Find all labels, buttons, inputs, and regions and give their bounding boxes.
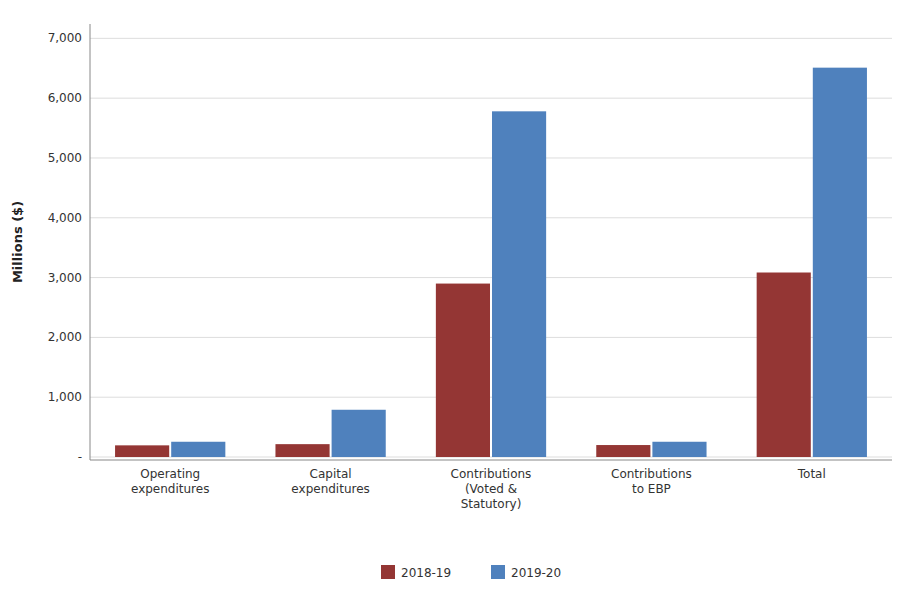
y-tick-label: 5,000 (48, 151, 82, 165)
bar (436, 284, 490, 457)
y-tick-label: 6,000 (48, 91, 82, 105)
x-tick-label: Total (797, 467, 826, 481)
grid-line (90, 98, 892, 99)
bar (652, 442, 706, 457)
bar (596, 445, 650, 457)
bar (332, 410, 386, 457)
x-tick-label: Capitalexpenditures (291, 467, 369, 496)
bar (757, 273, 811, 458)
x-tick-label: Contributions(Voted &Statutory) (451, 467, 532, 511)
y-tick-label: 4,000 (48, 211, 82, 225)
bar (115, 445, 169, 457)
legend-label: 2019-20 (511, 566, 561, 580)
x-axis-line (90, 460, 892, 461)
legend-swatch (491, 565, 505, 579)
legend: 2018-19 2019-20 (381, 565, 561, 580)
bars (115, 68, 867, 457)
x-tick-label: Contributionsto EBP (611, 467, 692, 496)
bar (813, 68, 867, 457)
y-tick-label: - (78, 450, 82, 464)
y-axis-line (90, 24, 91, 460)
bar (171, 442, 225, 457)
grid-line (90, 217, 892, 218)
y-tick-label: 2,000 (48, 330, 82, 344)
y-tick-label: 1,000 (48, 390, 82, 404)
x-tick-label: Operatingexpenditures (131, 467, 209, 496)
legend-label: 2018-19 (401, 566, 451, 580)
y-axis-label: Millions ($) (10, 201, 25, 283)
grid (90, 38, 892, 457)
y-tick-label: 3,000 (48, 271, 82, 285)
y-tick-label: 7,000 (48, 31, 82, 45)
bar (275, 444, 329, 457)
grid-line (90, 157, 892, 158)
bar (492, 111, 546, 457)
grid-line (90, 38, 892, 39)
chart: - 1,000 2,000 3,000 4,000 5,000 6,000 7,000 Oper… (0, 0, 916, 610)
legend-swatch (381, 565, 395, 579)
